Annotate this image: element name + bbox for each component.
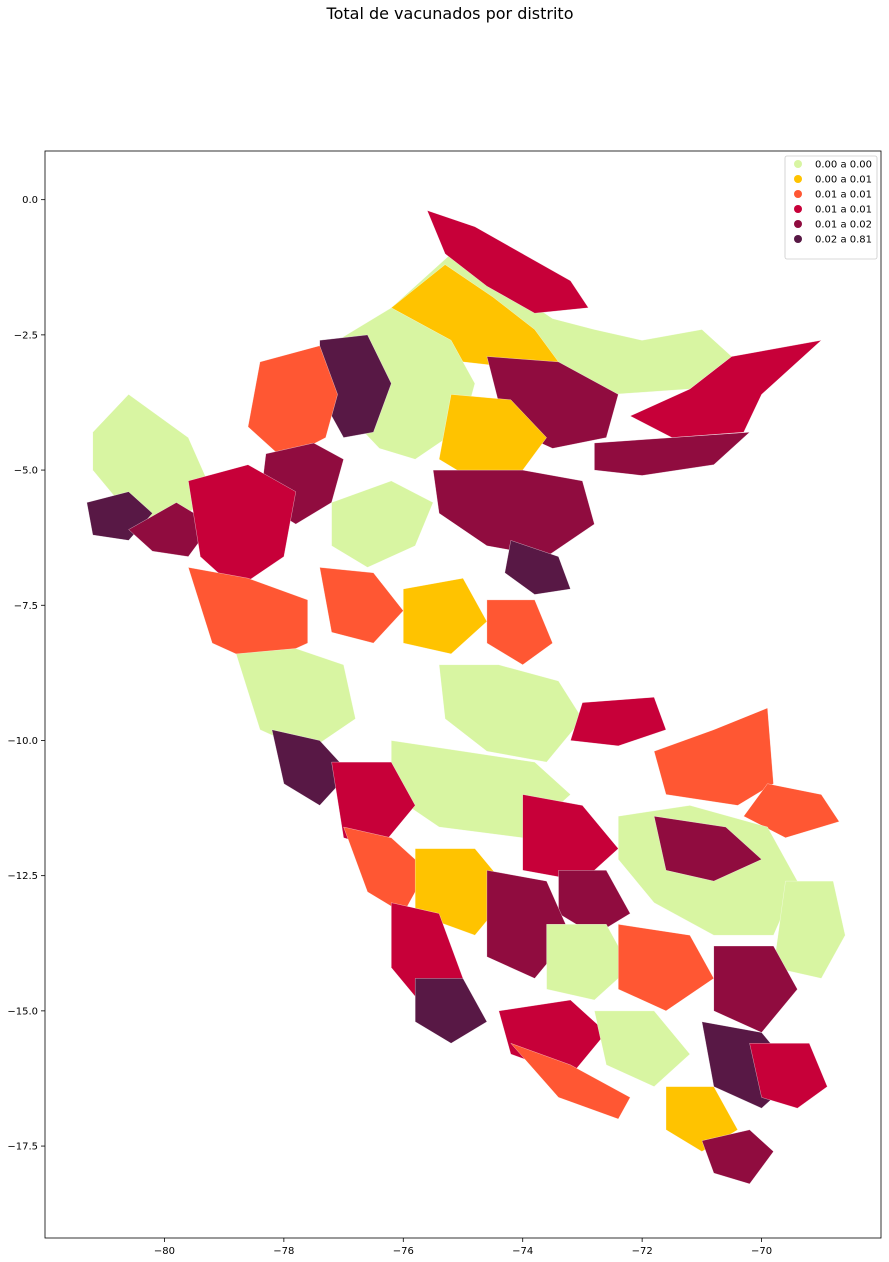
region-arequipa-central xyxy=(594,1010,691,1087)
region-cusco-north xyxy=(522,794,619,882)
region-nasca xyxy=(415,978,488,1044)
region-ucayali-south xyxy=(438,664,583,763)
region-amazonas-orange xyxy=(247,345,338,460)
legend-label: 0.01 a 0.01 xyxy=(815,205,872,216)
legend-swatch xyxy=(794,190,802,198)
region-san-martin-south xyxy=(319,567,404,644)
region-tambopata xyxy=(743,783,840,838)
region-lima-north xyxy=(271,729,350,806)
legend-swatch xyxy=(794,175,802,183)
region-loreto-east xyxy=(594,432,751,476)
legend-label: 0.01 a 0.02 xyxy=(815,220,872,231)
y-tick-label: −7.5 xyxy=(14,601,38,612)
region-huanuco-yellow xyxy=(403,578,488,655)
y-axis: 0.0 −2.5 −5.0 −7.5 −10.0 −12.5 −15.0 −17.5 xyxy=(7,195,45,1153)
x-tick-label: −78 xyxy=(273,1246,294,1257)
legend-swatch xyxy=(794,205,802,213)
region-lima-pasco xyxy=(331,761,416,849)
y-tick-label: −12.5 xyxy=(7,871,38,882)
region-madre-de-dios xyxy=(653,707,774,806)
legend-label: 0.00 a 0.00 xyxy=(815,160,872,171)
region-ucayali-north xyxy=(432,469,595,557)
x-tick-label: −76 xyxy=(393,1246,414,1257)
legend-label: 0.01 a 0.01 xyxy=(815,190,872,201)
region-la-libertad xyxy=(188,567,308,665)
y-tick-label: −5.0 xyxy=(14,466,38,477)
region-contamana xyxy=(504,540,571,595)
legend-box xyxy=(784,155,878,260)
legend-swatch xyxy=(794,235,802,243)
region-tacna xyxy=(701,1129,774,1185)
region-puno-east xyxy=(773,880,846,979)
legend-swatch xyxy=(794,220,802,228)
district-regions xyxy=(86,210,846,1185)
region-puno-north xyxy=(713,945,798,1033)
legend-label: 0.02 a 0.81 xyxy=(815,235,872,246)
figure-title: Total de vacunados por distrito xyxy=(326,4,574,23)
region-ancash xyxy=(235,648,356,752)
legend-label: 0.00 a 0.01 xyxy=(815,175,872,186)
region-lima-south xyxy=(343,826,428,914)
region-manu xyxy=(653,816,762,882)
region-convencion xyxy=(558,870,631,936)
y-tick-label: −2.5 xyxy=(14,330,38,341)
x-tick-label: −72 xyxy=(632,1246,653,1257)
x-tick-label: −80 xyxy=(154,1246,175,1257)
y-tick-label: −10.0 xyxy=(7,736,38,747)
region-san-martin xyxy=(331,480,434,568)
y-tick-label: −17.5 xyxy=(7,1142,38,1153)
y-tick-label: 0.0 xyxy=(22,195,38,206)
region-puno-lake xyxy=(749,1043,828,1109)
plot-frame xyxy=(44,150,882,1239)
x-tick-label: −74 xyxy=(512,1246,533,1257)
region-cajamarca xyxy=(188,464,296,590)
region-apurimac xyxy=(546,924,631,1001)
x-tick-label: −70 xyxy=(751,1246,772,1257)
region-loreto-northeast xyxy=(629,340,822,438)
legend-swatch xyxy=(794,160,802,168)
region-arequipa-coast xyxy=(510,1043,631,1120)
legend: 0.00 a 0.00 0.00 a 0.01 0.01 a 0.01 0.01 a … xyxy=(784,155,878,260)
y-tick-label: −15.0 xyxy=(7,1006,38,1017)
region-purus xyxy=(570,697,667,747)
region-napo-north xyxy=(426,210,589,314)
x-axis: −80 −78 −76 −74 −72 −70 xyxy=(154,1238,772,1257)
region-ucayali-west xyxy=(486,599,553,665)
region-cusco-south xyxy=(618,924,714,1012)
